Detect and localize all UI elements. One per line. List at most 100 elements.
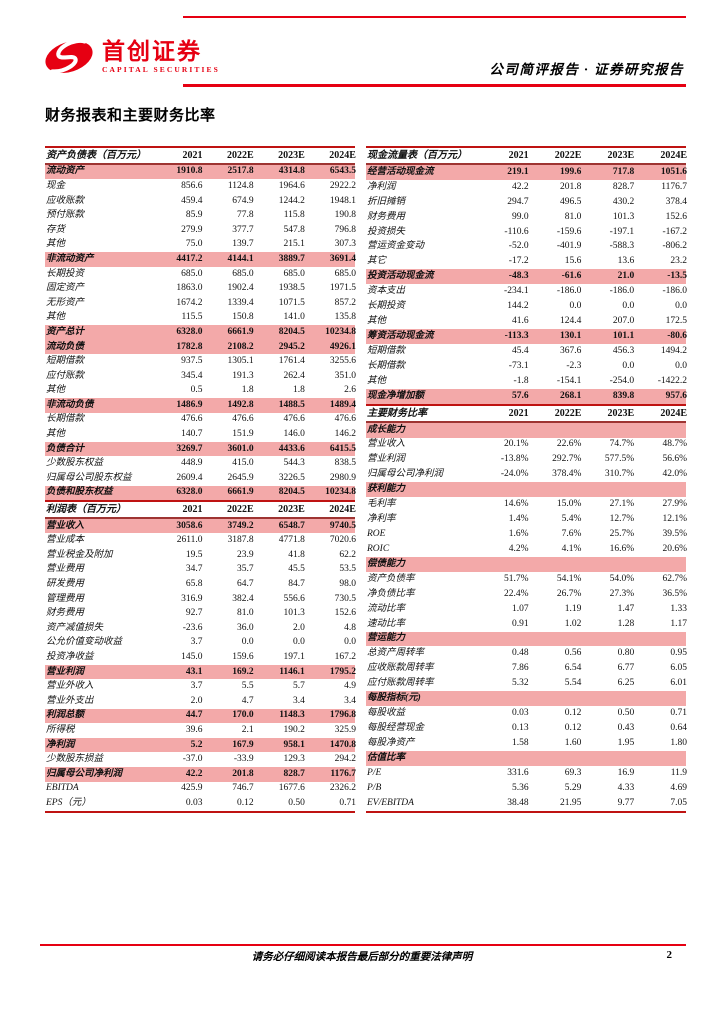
row-label: 归属母公司净利润 — [46, 768, 123, 779]
cell-value: 23.9 — [237, 549, 254, 560]
cell-value: 0.13 — [511, 722, 529, 733]
cell-value: -1422.2 — [657, 375, 687, 386]
table-row: 营业税金及附加 19.5 23.9 41.8 62.2 — [45, 548, 356, 563]
row-label: 其他 — [46, 429, 66, 440]
cell-value: 129.3 — [283, 754, 305, 765]
cell-value: 21.0 — [617, 271, 635, 282]
row-label: 毛利率 — [367, 499, 396, 510]
brand-name-en: CAPITAL SECURITIES — [102, 65, 220, 74]
row-label: 应收账款 — [46, 195, 85, 206]
cell-value: 56.6% — [662, 454, 687, 465]
cell-value: 81.0 — [564, 211, 582, 222]
cell-value: 1964.6 — [278, 180, 305, 191]
footer-page-number: 2 — [666, 949, 673, 961]
cell-value: 746.7 — [232, 783, 254, 794]
cell-value: -73.1 — [508, 360, 529, 371]
cell-value: 377.7 — [232, 224, 254, 235]
row-label: 归属母公司股东权益 — [46, 472, 132, 483]
table-row: 营业利润 -13.8% 292.7% 577.5% 56.6% — [366, 452, 687, 467]
row-label: 营业税金及附加 — [46, 549, 113, 560]
row-label: 负债合计 — [46, 443, 85, 454]
cell-value: 16.9 — [617, 767, 635, 778]
cell-value: 2108.2 — [227, 341, 254, 352]
section-row: 获利能力 — [366, 482, 686, 498]
cell-value: -167.2 — [662, 226, 687, 237]
row-label: 预付账款 — [46, 210, 85, 221]
table-row: 财务费用 99.0 81.0 101.3 152.6 — [366, 210, 687, 225]
cell-value: 8204.5 — [278, 326, 305, 337]
cell-value: 1902.4 — [227, 283, 254, 294]
cell-value: 98.0 — [339, 579, 356, 590]
cell-value: 6.54 — [564, 663, 582, 674]
cell-value: -33.9 — [233, 754, 254, 765]
table-row: 长期投资 685.0 685.0 685.0 685.0 — [45, 267, 356, 282]
table-row: 归属母公司净利润 -24.0% 378.4% 310.7% 42.0% — [366, 467, 687, 482]
row-label: 净利润 — [367, 181, 396, 192]
cell-value: 1.58 — [511, 737, 529, 748]
table-row: 其他 -1.8 -154.1 -254.0 -1422.2 — [366, 374, 687, 389]
cell-value: 4.9 — [344, 681, 356, 692]
section-row: 估值比率 — [366, 750, 686, 766]
row-label: 现金 — [46, 180, 66, 191]
row-label: 财务费用 — [367, 211, 406, 222]
row-label: 其他 — [367, 316, 387, 327]
cell-value: 9.77 — [617, 797, 635, 808]
cell-value: 219.1 — [507, 166, 529, 177]
cell-value: 42.2 — [511, 181, 529, 192]
cell-value: 190.2 — [283, 724, 305, 735]
cell-value: -197.1 — [609, 226, 635, 237]
cell-value: 2517.8 — [227, 166, 254, 177]
page-title: 财务报表和主要财务比率 — [45, 107, 216, 124]
cell-value: 2611.0 — [176, 535, 203, 546]
row-label: 总资产周转率 — [367, 648, 425, 659]
table-row: EPS（元） 0.03 0.12 0.50 0.71 — [45, 796, 356, 813]
cell-value: 1148.3 — [279, 710, 305, 721]
cell-value: 54.0% — [609, 573, 635, 584]
cell-value: 135.8 — [334, 312, 356, 323]
row-label: 归属母公司净利润 — [367, 469, 444, 480]
table-row: 经营活动现金流 219.1 199.6 717.8 1051.6 — [366, 164, 687, 180]
cell-value: -37.0 — [182, 754, 203, 765]
row-label: 财务费用 — [46, 608, 85, 619]
table-row: 营业成本 2611.0 3187.8 4771.8 7020.6 — [45, 533, 356, 548]
cell-value: 544.3 — [283, 458, 305, 469]
table-row: 长期借款 476.6 476.6 476.6 476.6 — [45, 413, 356, 428]
cell-value: 476.6 — [232, 414, 254, 425]
row-label: 长期借款 — [367, 360, 406, 371]
cell-value: 685.0 — [181, 268, 203, 279]
row-label: 营业外支出 — [46, 695, 94, 706]
table-row: 所得税 39.6 2.1 190.2 325.9 — [45, 723, 356, 738]
cell-value: 430.2 — [612, 196, 635, 207]
table-title: 主要财务比率 — [367, 407, 427, 419]
cell-value: 27.3% — [609, 588, 635, 599]
cell-value: 10234.8 — [325, 326, 356, 337]
cell-value: 13.6 — [617, 256, 635, 267]
cell-value: 3601.0 — [227, 443, 254, 454]
year-column-header: 2024E — [660, 407, 687, 419]
year-column-header: 2022E — [227, 149, 254, 161]
cell-value: 15.6 — [564, 256, 582, 267]
year-column-header: 2022E — [554, 149, 582, 161]
cell-value: 828.7 — [612, 181, 635, 192]
cell-value: 2.6 — [344, 385, 356, 396]
cell-value: 1677.6 — [278, 783, 305, 794]
cell-value: 42.2 — [185, 768, 203, 779]
cell-value: 199.6 — [560, 166, 582, 177]
cell-value: 3058.6 — [176, 520, 203, 531]
cell-value: 0.80 — [617, 648, 635, 659]
cell-value: 115.8 — [283, 210, 305, 221]
financial-table: 主要财务比率 2021 2022E 2023E 2024E 成长能力 营业收入 20.1% 22… — [366, 403, 687, 813]
cell-value: 674.9 — [232, 195, 254, 206]
table-row: 长期投资 144.2 0.0 0.0 0.0 — [366, 299, 687, 314]
table-row: 应收账款周转率 7.86 6.54 6.77 6.05 — [366, 661, 687, 676]
cell-value: 0.71 — [339, 797, 356, 808]
cell-value: 1795.2 — [329, 666, 356, 677]
row-label: 现金净增加额 — [367, 390, 425, 401]
cell-value: 64.7 — [237, 579, 254, 590]
right-table-column: 现金流量表（百万元） 2021 2022E 2023E 2024E 经营活动现金流 219.… — [366, 146, 687, 813]
cell-value: 42.0% — [662, 469, 687, 480]
cell-value: 151.9 — [232, 429, 254, 440]
cell-value: 0.12 — [564, 722, 582, 733]
cell-value: 5.5 — [241, 681, 254, 692]
cell-value: 685.0 — [283, 268, 305, 279]
